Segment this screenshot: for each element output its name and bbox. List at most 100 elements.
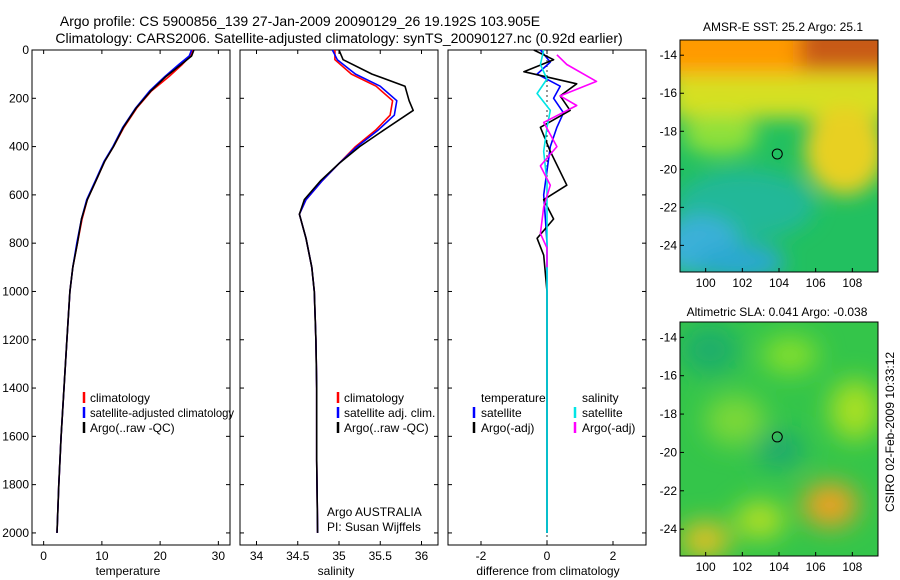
sst-argo-position-marker	[771, 148, 783, 160]
map-y-tick-label: -22	[660, 200, 678, 214]
pi-annotation: PI: Susan Wijffels	[327, 520, 421, 534]
y-tick-label: 1400	[2, 381, 29, 395]
sst-cool-patch-south	[695, 244, 785, 272]
sla-high-southeast	[802, 483, 858, 527]
x-tick-label: 34	[250, 549, 264, 563]
legend-header-salinity: salinity	[582, 391, 619, 405]
series-line-climatology	[56, 49, 194, 533]
sla-mid-patch	[705, 395, 765, 445]
salinity-xlabel: salinity	[318, 564, 355, 578]
map-y-tick-label: -24	[660, 522, 678, 536]
map-y-tick-label: -18	[660, 124, 678, 138]
y-tick-label: 600	[9, 188, 29, 202]
legend-label-satellite: satellite-adjusted climatology	[90, 406, 234, 420]
legend-label-satellite: satellite adj. clim.	[344, 406, 435, 420]
sla-map-ticks: 100 102 104 106 108 -14 -16 -18 -20 -22 -24	[660, 330, 863, 574]
y-tick-label: 200	[9, 91, 29, 105]
salinity-axes	[239, 49, 439, 546]
map-y-tick-label: -20	[660, 445, 678, 459]
x-tick-label: 35	[332, 549, 346, 563]
temperature-legend: climatology satellite-adjusted climatolo…	[82, 391, 234, 435]
x-tick-label: 36	[415, 549, 429, 563]
x-tick-label: 0	[544, 549, 551, 563]
x-tick-label: 30	[212, 549, 226, 563]
map-y-tick-label: -18	[660, 407, 678, 421]
sla-map-title: Altimetric SLA: 0.041 Argo: -0.038	[687, 305, 868, 319]
temperature-xlabel: temperature	[96, 564, 161, 578]
series-line-salinity-satellite	[536, 49, 552, 533]
map-x-tick-label: 100	[696, 276, 716, 290]
series-line-temperature-argo	[523, 49, 578, 533]
legend-label-argo: Argo(..raw -QC)	[344, 421, 429, 435]
sst-warmest-corner	[800, 40, 878, 70]
sst-green-patch	[682, 115, 758, 155]
sla-mid-south	[735, 502, 785, 538]
sst-field-blobs	[680, 40, 878, 272]
y-tick-label: 0	[22, 43, 29, 57]
sla-low-central	[756, 432, 804, 468]
series-line-climatology	[298, 50, 394, 533]
salinity-legend: climatology satellite adj. clim. Argo(..…	[327, 391, 435, 534]
sst-field	[680, 40, 878, 272]
difference-ticks: -2 0 2	[448, 49, 646, 563]
legend-label-salinity-argo: Argo(-adj)	[582, 421, 635, 435]
map-x-tick-label: 108	[842, 560, 862, 574]
y-tick-label: 1600	[2, 429, 29, 443]
y-tick-label: 400	[9, 140, 29, 154]
salinity-lines	[298, 49, 415, 533]
y-tick-label: 1800	[2, 478, 29, 492]
series-line-salinity-argo	[539, 54, 598, 268]
map-x-tick-label: 100	[696, 560, 716, 574]
sla-high-northeast	[762, 337, 818, 373]
map-y-tick-label: -20	[660, 162, 678, 176]
map-y-tick-label: -16	[660, 369, 678, 383]
map-y-tick-label: -16	[660, 86, 678, 100]
legend-label-argo: Argo(..raw -QC)	[90, 421, 175, 435]
x-tick-label: -2	[476, 549, 487, 563]
x-tick-label: 20	[153, 549, 167, 563]
x-tick-label: 34.5	[286, 549, 310, 563]
difference-lines	[523, 49, 598, 533]
map-x-tick-label: 108	[842, 276, 862, 290]
series-line-satellite-adjusted	[56, 49, 193, 533]
y-tick-label: 2000	[2, 526, 29, 540]
argo-program-annotation: Argo AUSTRALIA	[327, 505, 422, 519]
series-line-argo	[298, 49, 415, 533]
sla-high-east	[830, 380, 878, 440]
legend-label-temperature-argo: Argo(-adj)	[481, 421, 534, 435]
x-tick-label: 0	[40, 549, 47, 563]
timestamp: CSIRO 02-Feb-2009 10:33:12	[883, 352, 897, 512]
x-tick-label: 2	[610, 549, 617, 563]
map-x-tick-label: 102	[732, 560, 752, 574]
map-x-tick-label: 104	[769, 560, 789, 574]
legend-label-climatology: climatology	[90, 391, 150, 405]
x-tick-label: 10	[95, 549, 109, 563]
x-tick-label: 35.5	[369, 549, 393, 563]
difference-xlabel: difference from climatology	[476, 564, 619, 578]
map-y-tick-label: -14	[660, 48, 678, 62]
temperature-lines	[56, 49, 195, 533]
difference-legend: temperature salinity satellite Argo(-adj…	[472, 391, 635, 435]
y-tick-label: 800	[9, 236, 29, 250]
sst-yellow-tongue	[805, 105, 878, 195]
legend-label-temperature-satellite: satellite	[481, 406, 522, 420]
map-x-tick-label: 104	[769, 276, 789, 290]
salinity-ticks: 34 34.5 35 35.5 36	[240, 49, 438, 563]
sla-field-blobs	[680, 325, 878, 556]
sst-map-ticks: 100 102 104 106 108 -14 -16 -18 -20 -22 -24	[660, 48, 863, 290]
map-y-tick-label: -14	[660, 330, 678, 344]
sla-high-southwest	[680, 522, 730, 556]
legend-label-climatology: climatology	[344, 391, 404, 405]
series-line-argo	[56, 49, 195, 533]
temperature-ticks: 0 10 20 30 0 200 400 600 800 1000 1200 1400 1600 1800…	[2, 43, 230, 563]
sla-low-west	[680, 325, 740, 375]
map-x-tick-label: 106	[806, 560, 826, 574]
legend-header-temperature: temperature	[481, 391, 546, 405]
legend-label-salinity-satellite: satellite	[582, 406, 623, 420]
map-y-tick-label: -22	[660, 484, 678, 498]
sla-field	[680, 322, 878, 556]
map-x-tick-label: 102	[732, 276, 752, 290]
sst-map-title: AMSR-E SST: 25.2 Argo: 25.1	[703, 20, 863, 34]
y-tick-label: 1000	[2, 284, 29, 298]
y-tick-label: 1200	[2, 333, 29, 347]
